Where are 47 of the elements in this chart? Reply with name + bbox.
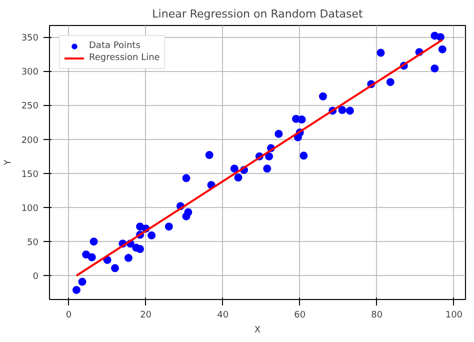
x-tick-label: 60 — [294, 310, 306, 320]
point — [72, 286, 80, 294]
x-axis-title: X — [254, 326, 261, 336]
point — [90, 238, 98, 246]
y-tick-label: 50 — [27, 238, 39, 248]
point — [88, 253, 96, 262]
point — [184, 208, 192, 216]
point — [265, 152, 274, 160]
x-tick-label: 40 — [217, 310, 229, 320]
point — [82, 250, 90, 259]
point — [300, 152, 308, 160]
y-axis-title: Y — [3, 159, 14, 166]
y-tick-label: 200 — [21, 136, 39, 146]
y-tick-label: 350 — [21, 34, 39, 44]
point — [230, 164, 238, 173]
point — [338, 106, 346, 114]
x-tick-label: 80 — [371, 310, 383, 320]
point — [164, 222, 173, 231]
y-tick-label: 300 — [21, 68, 39, 78]
point — [110, 264, 119, 272]
point — [346, 106, 354, 115]
point — [124, 254, 132, 262]
x-tick-label: 0 — [66, 310, 72, 320]
point — [78, 278, 86, 286]
y-tick-label: 100 — [21, 204, 39, 214]
point — [182, 174, 190, 182]
point — [436, 33, 444, 42]
point — [318, 92, 327, 100]
y-tick-label: 250 — [21, 102, 39, 112]
point — [386, 78, 394, 86]
x-tick-label: 20 — [140, 310, 152, 320]
y-tick-label: 150 — [21, 170, 39, 180]
point — [298, 116, 306, 124]
y-tick-label: 0 — [32, 272, 39, 282]
legend-label: Data Points — [89, 40, 140, 52]
point — [263, 164, 272, 173]
point — [376, 48, 385, 57]
point — [205, 151, 214, 159]
point — [430, 64, 439, 72]
chart-title: Linear Regression on Random Dataset — [152, 8, 364, 20]
x-tick-label: 100 — [445, 310, 463, 320]
point — [234, 174, 242, 182]
legend-label: Regression Line — [89, 52, 160, 64]
point — [274, 130, 283, 138]
point — [438, 45, 446, 54]
point — [136, 245, 144, 254]
point — [148, 231, 156, 240]
